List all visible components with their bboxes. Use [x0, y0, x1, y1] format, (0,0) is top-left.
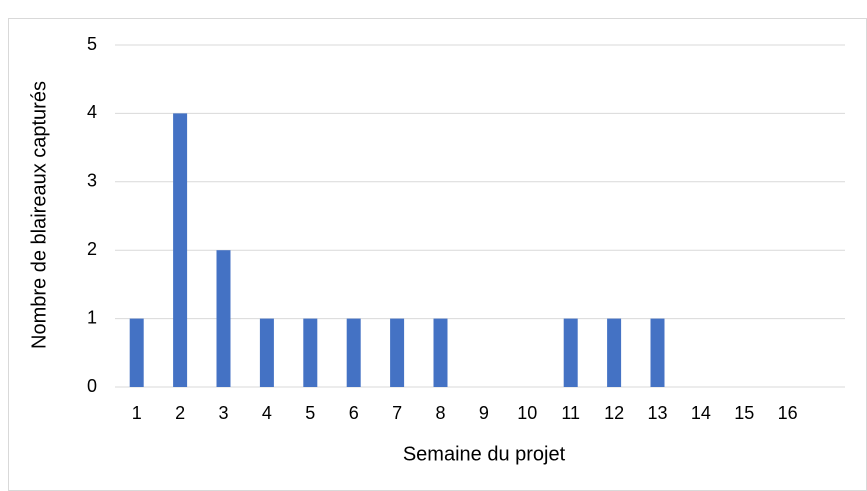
y-tick-label: 2 — [87, 239, 97, 259]
x-tick-label: 9 — [479, 403, 489, 423]
x-tick-label: 12 — [604, 403, 624, 423]
bar — [650, 318, 665, 387]
x-tick-label: 10 — [517, 403, 537, 423]
x-tick-label: 2 — [175, 403, 185, 423]
x-tick-label: 7 — [392, 403, 402, 423]
x-tick-label: 13 — [647, 403, 667, 423]
y-axis-title: Nombre de blaireaux capturés — [28, 81, 50, 349]
x-tick-label: 8 — [435, 403, 445, 423]
bar — [390, 318, 405, 387]
bar — [346, 318, 361, 387]
bar — [173, 113, 188, 388]
x-tick-label: 16 — [778, 403, 798, 423]
x-tick-label: 1 — [132, 403, 142, 423]
x-tick-label: 4 — [262, 403, 272, 423]
x-tick-label: 15 — [734, 403, 754, 423]
x-axis-title: Semaine du projet — [403, 443, 566, 465]
x-tick-label: 11 — [561, 403, 580, 423]
bar — [433, 318, 448, 387]
x-tick-label: 5 — [305, 403, 315, 423]
chart-border — [8, 18, 867, 491]
bar — [563, 318, 578, 387]
y-tick-label: 3 — [87, 171, 97, 191]
y-tick-label: 4 — [87, 102, 97, 122]
x-tick-label: 3 — [218, 403, 228, 423]
bar — [216, 250, 231, 387]
bar — [129, 318, 144, 387]
bar — [259, 318, 274, 387]
y-tick-label: 0 — [87, 376, 97, 396]
y-tick-label: 1 — [87, 307, 97, 327]
bar — [607, 318, 622, 387]
x-tick-label: 6 — [349, 403, 359, 423]
y-tick-label: 5 — [87, 34, 97, 54]
bar — [303, 318, 318, 387]
x-tick-label: 14 — [691, 403, 711, 423]
